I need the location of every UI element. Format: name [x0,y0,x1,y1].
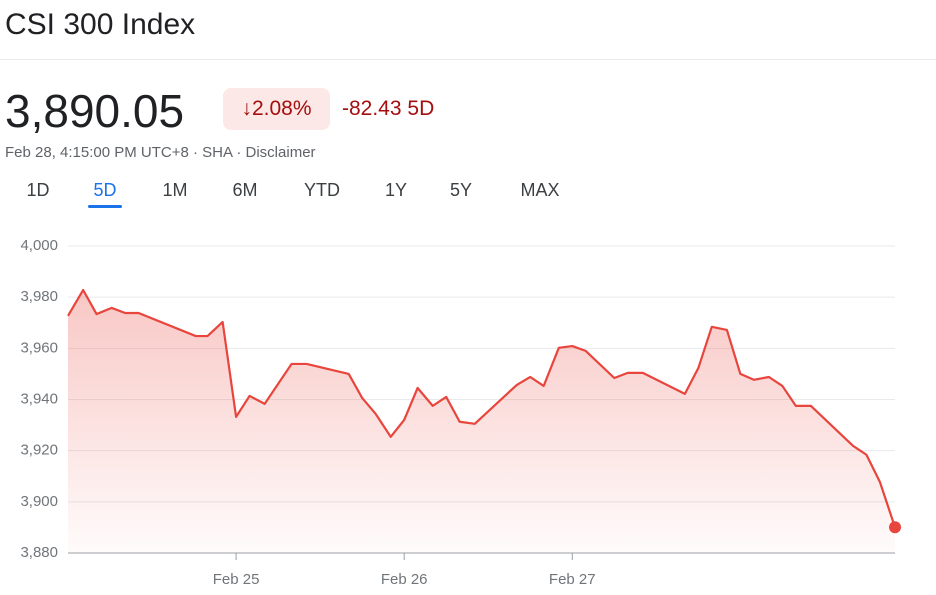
meta: Feb 28, 4:15:00 PM UTC+8 · SHA · Disclai… [5,144,316,161]
line [67,288,897,528]
change-value: -82.43 [342,97,402,120]
change-percent: ↓2.08% [223,88,330,130]
end-point [889,521,901,534]
y-tick-label: 3,960 [20,339,58,356]
x-tick-label: Feb 27 [549,571,596,588]
period: 5D [407,97,435,120]
y-tick-label: 3,880 [20,544,58,561]
y-tick-label: 4,000 [20,237,58,254]
y-tick-label: 3,920 [20,442,58,459]
divider [0,59,936,60]
tab[interactable]: 1D [26,180,50,200]
y-tick-label: 3,900 [20,493,58,510]
tab[interactable]: YTD [304,180,340,200]
y-tick-label: 3,980 [20,288,58,305]
y-tick-label: 3,940 [20,390,58,407]
tab[interactable]: 1Y [384,180,408,200]
tab[interactable]: 6M [232,180,258,200]
change: -82.43 5D [342,97,434,121]
x-tick-label: Feb 25 [213,571,260,588]
area [68,290,895,553]
title: CSI 300 Index [5,8,196,41]
price: 3,890.05 [5,85,185,137]
tab[interactable]: MAX [520,180,560,200]
tab-indicator [88,205,122,208]
tab[interactable]: 5Y [449,180,473,200]
tab[interactable]: 5D [93,180,117,200]
tab[interactable]: 1M [162,180,188,200]
x-tick-label: Feb 26 [381,571,428,588]
